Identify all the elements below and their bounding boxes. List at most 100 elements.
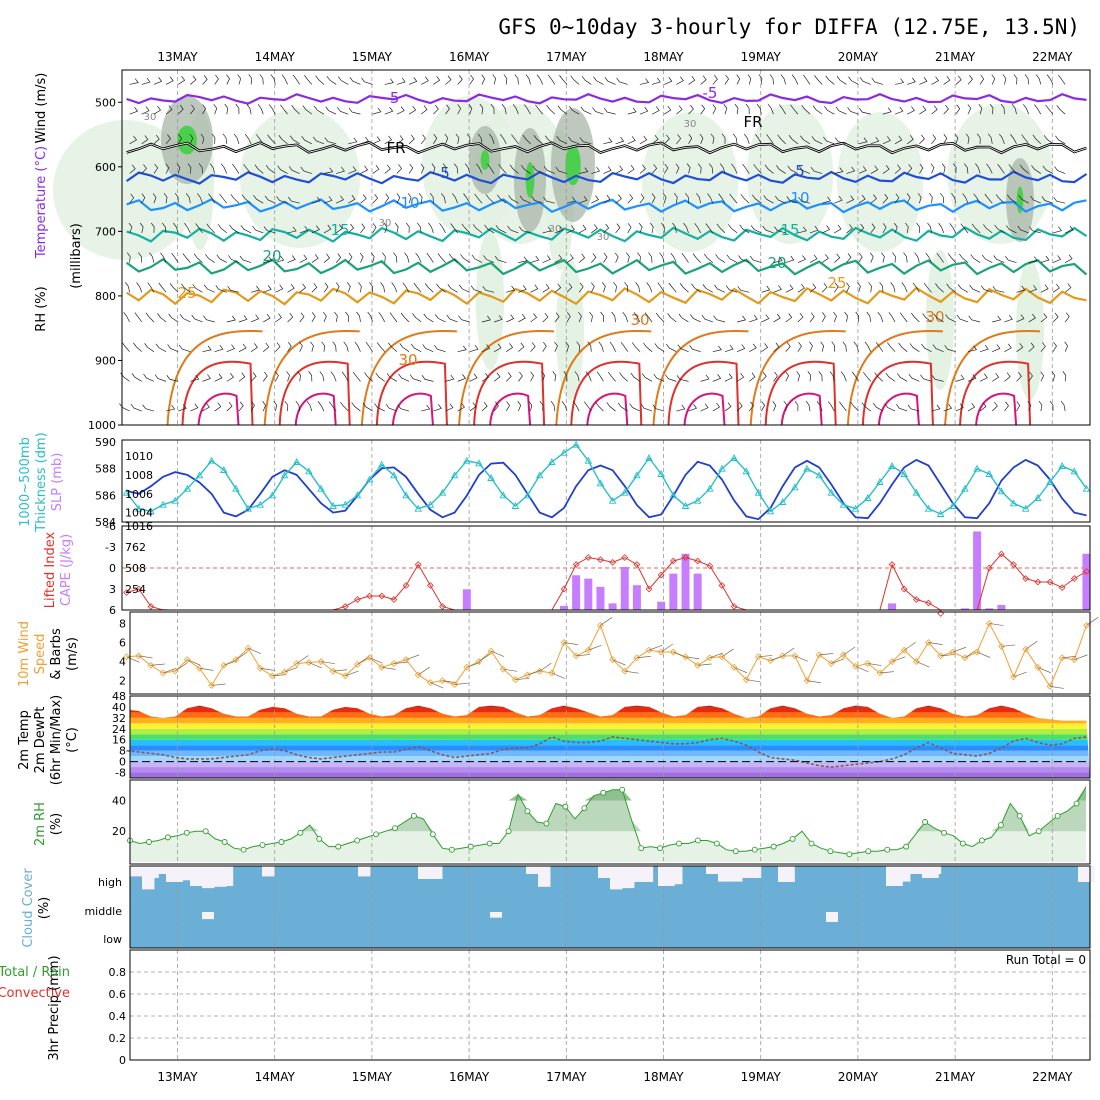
wind-barb	[676, 76, 684, 85]
isotherm-line	[586, 392, 629, 426]
panel-frame-cloud	[129, 865, 1091, 949]
wind-barb	[397, 404, 410, 412]
wind-barb	[667, 313, 677, 323]
wind-barb	[541, 371, 545, 382]
wind-barb	[1052, 255, 1062, 263]
rh-point	[1054, 812, 1061, 819]
wind-barb	[799, 166, 811, 174]
wind-barb	[202, 75, 208, 85]
wind-barb	[542, 283, 550, 293]
wind-speed-point	[755, 653, 762, 661]
wind-barb	[182, 253, 191, 263]
wind-barb	[643, 342, 653, 352]
wind-barb	[351, 402, 361, 412]
wind-barb	[287, 226, 297, 234]
wind-barb	[211, 133, 216, 144]
panel-label: Wind (m/s)	[34, 73, 49, 144]
wind-barb	[763, 195, 774, 204]
contour-label: FR	[743, 113, 762, 131]
wind-barb	[672, 222, 677, 233]
wind-barb	[1054, 166, 1066, 174]
y-tick-label: 8	[119, 745, 126, 758]
wind-barb	[702, 284, 713, 293]
wind-barb	[579, 196, 588, 204]
wind-barb	[424, 283, 434, 293]
wind-barb	[336, 166, 345, 174]
wind-barb	[229, 224, 240, 234]
wind-axis-label: Wind (m/s)	[34, 73, 49, 144]
wind-barb	[384, 107, 394, 115]
wind-barb	[627, 165, 635, 174]
wind-barb	[600, 617, 613, 626]
wind-barb	[863, 371, 872, 382]
wind-barb	[129, 78, 139, 85]
wind-speed-point	[208, 682, 216, 689]
wind-barb	[919, 134, 925, 145]
wind-barb	[1004, 401, 1009, 412]
wind-speed-line	[126, 622, 1087, 688]
wind-barb	[364, 372, 373, 382]
wind-barb	[563, 371, 568, 382]
wind-barb	[952, 646, 967, 653]
wind-barb	[746, 679, 761, 683]
wind-speed-point	[1046, 682, 1054, 690]
wind-barb	[506, 285, 516, 293]
wind-barb	[864, 341, 872, 352]
date-label-bottom: 15MAY	[352, 1070, 393, 1084]
wind-barb	[936, 252, 944, 263]
rh-point	[335, 843, 342, 850]
wind-barb	[1042, 165, 1054, 174]
wind-speed-point	[912, 658, 920, 665]
wind-barb	[609, 341, 616, 352]
rh-point	[486, 840, 493, 847]
wind-barb	[579, 137, 592, 145]
wind-barb	[979, 373, 988, 382]
wind-barb	[348, 107, 361, 115]
wind-speed-point	[706, 654, 714, 662]
thickness-point	[1009, 499, 1018, 507]
wind-barb	[297, 371, 301, 382]
wind-barb	[627, 223, 632, 234]
wind-barb	[474, 193, 483, 204]
wind-barb	[509, 164, 519, 174]
wind-barb	[275, 284, 284, 293]
wind-barb	[384, 193, 390, 204]
wind-barb	[292, 74, 300, 85]
wind-barb	[496, 194, 507, 204]
wind-barb	[1034, 104, 1042, 115]
wind-barb	[153, 105, 162, 115]
wind-barb	[890, 282, 896, 293]
wind-barb	[408, 77, 418, 85]
isotherm-line	[473, 360, 546, 426]
wind-barb	[986, 163, 993, 174]
wind-barb	[200, 133, 205, 144]
panel-frame-upper	[121, 69, 1091, 426]
wind-barb	[530, 342, 536, 352]
wind-barb	[981, 254, 993, 263]
cloud-middle-gap	[490, 912, 502, 918]
wind-barb	[459, 284, 470, 293]
wind-barb	[126, 656, 140, 663]
wind-barb	[167, 344, 179, 352]
wind-barb	[445, 104, 450, 115]
wind-barb	[809, 225, 819, 234]
wind-barb	[214, 344, 224, 353]
wind-barb	[515, 677, 530, 681]
wind-barb	[823, 136, 835, 145]
y-tick-label: 0	[119, 756, 126, 769]
wind-barb	[469, 74, 474, 85]
wind-barb	[530, 255, 540, 263]
thickness-point	[560, 448, 568, 456]
wind-barb	[875, 342, 884, 352]
wind-barb	[174, 193, 179, 204]
panel-frame-precip	[129, 949, 1091, 1061]
wind-barb	[226, 315, 236, 323]
wind-barb	[490, 103, 495, 115]
date-label-top: 13MAY	[157, 50, 198, 64]
cloud-high-gap	[190, 866, 234, 886]
wind-barb	[1008, 164, 1017, 174]
rh-shade	[556, 260, 584, 400]
wind-barb	[235, 651, 248, 660]
thickness-point	[353, 491, 362, 499]
wind-speed-point	[900, 646, 908, 654]
